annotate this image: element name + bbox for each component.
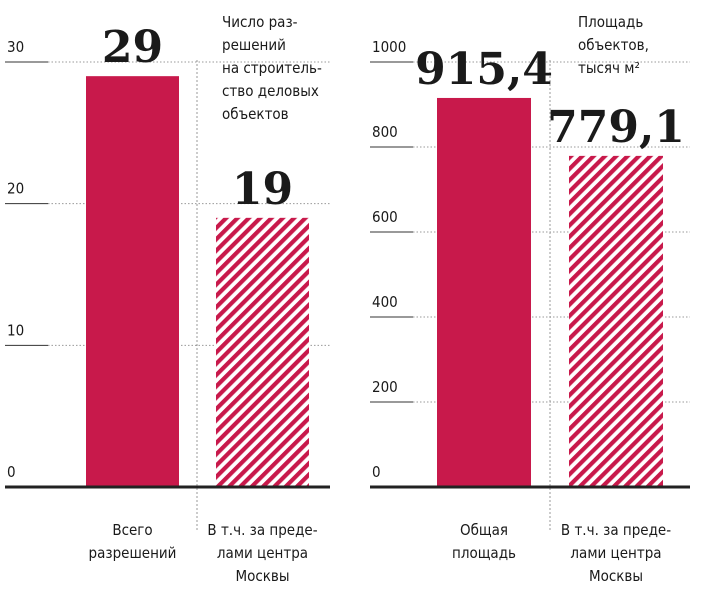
y-tick-label: 200 <box>372 378 398 396</box>
y-tick-label: 0 <box>7 463 16 481</box>
y-tick-label: 1000 <box>372 38 406 56</box>
bar <box>216 217 309 488</box>
y-tick-label: 30 <box>7 38 24 56</box>
chart-title: Площадь объектов, тысяч м² <box>578 13 649 77</box>
y-tick-label: 20 <box>7 180 24 198</box>
y-tick-label: 0 <box>372 463 381 481</box>
y-tick-label: 600 <box>372 208 398 226</box>
y-tick-label: 400 <box>372 293 398 311</box>
x-tick-label: В т.ч. за преде-лами центра Москвы <box>207 521 317 585</box>
y-tick-label: 800 <box>372 123 398 141</box>
value-label: 915,4 <box>415 44 553 95</box>
bar <box>86 76 179 488</box>
value-label: 29 <box>102 22 163 73</box>
value-label: 19 <box>232 164 293 215</box>
x-tick-label: Общая площадь <box>452 521 516 562</box>
y-tick-label: 10 <box>7 321 24 339</box>
x-tick-label: Всего разрешений <box>89 521 177 562</box>
chart-title: Число раз-решений на строитель-ство делов… <box>222 13 322 123</box>
bar <box>569 155 663 487</box>
bar <box>437 97 531 487</box>
x-tick-label: В т.ч. за преде-лами центра Москвы <box>561 521 671 585</box>
value-label: 779,1 <box>547 102 685 153</box>
